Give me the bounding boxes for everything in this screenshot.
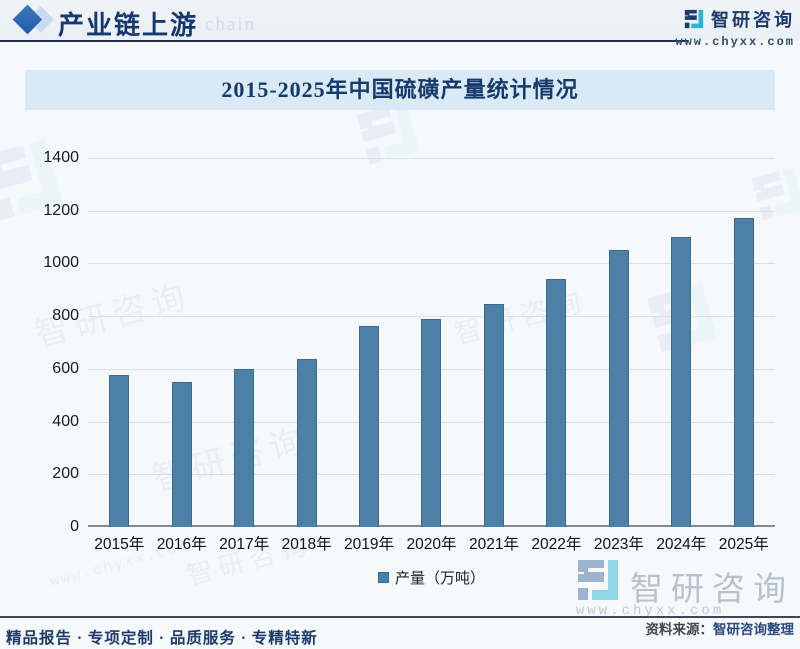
bar-slot-2025年 [713, 158, 775, 527]
x-tick-label-2025年: 2025年 [718, 536, 769, 553]
gridline-1400 [88, 158, 775, 159]
x-tick-label-2016年: 2016年 [156, 536, 207, 553]
gridline-1200 [88, 210, 775, 212]
bar-slot-2024年 [650, 158, 712, 527]
chart-title-band: 2015-2025年中国硫磺产量统计情况 [25, 70, 775, 110]
page-title: 产业链上游 [58, 11, 199, 40]
bar-slot-2015年 [88, 158, 150, 527]
gridline-1000 [88, 263, 775, 265]
bar-2025年 [733, 218, 754, 527]
header-bar: 产业链上游 chain [0, 0, 800, 40]
gridline-800 [88, 316, 775, 318]
bar-slot-2017年 [213, 158, 275, 527]
x-tick-label-2018年: 2018年 [281, 536, 332, 553]
header-divider [0, 40, 688, 42]
x-tick-label-2015年: 2015年 [94, 536, 145, 553]
footer-brand-name: 智研咨询 [630, 572, 794, 608]
chart-title: 2015-2025年中国硫磺产量统计情况 [221, 77, 579, 102]
x-tick-label-2024年: 2024年 [656, 536, 707, 553]
bar-slot-2022年 [525, 158, 587, 527]
x-tick-label-2022年: 2022年 [531, 536, 582, 553]
bar-2020年 [421, 319, 442, 527]
x-tick-label-2020年: 2020年 [406, 536, 457, 553]
chart-legend: 产量（万吨） [88, 567, 775, 588]
y-tick-label-1400: 1400 [43, 149, 79, 166]
brand-logo-icon [683, 8, 705, 30]
bar-slot-2021年 [463, 158, 525, 527]
x-tick-label-2023年: 2023年 [593, 536, 644, 553]
bar-slot-2016年 [150, 158, 212, 527]
bar-2024年 [671, 236, 692, 527]
bar-2023年 [608, 250, 629, 527]
footer-slogan: 精品报告 · 专项定制 · 品质服务 · 专精特新 [6, 630, 318, 647]
bar-slot-2020年 [400, 158, 462, 527]
bar-2017年 [234, 369, 255, 527]
bar-slot-2023年 [588, 158, 650, 527]
y-tick-label-1200: 1200 [43, 201, 79, 219]
bar-slot-2018年 [275, 158, 337, 527]
x-tick-label-2017年: 2017年 [219, 536, 270, 553]
footer-brand-logo-icon [574, 556, 622, 604]
brand-name: 智研咨询 [711, 10, 795, 30]
footer-brand-url: www.chyxx.com [576, 603, 725, 619]
y-tick-label-800: 800 [52, 307, 79, 325]
y-tick-label-200: 200 [52, 465, 79, 483]
bar-slot-2019年 [338, 158, 400, 527]
y-tick-label-600: 600 [52, 359, 79, 377]
x-axis: 2015年 2016年 2017年 2018年 2019年 2020年 2021年 2022年… [88, 532, 775, 554]
bar-2018年 [296, 359, 317, 527]
x-tick-label-2019年: 2019年 [344, 536, 395, 553]
bar-2015年 [109, 375, 130, 527]
footer-divider [0, 616, 800, 618]
y-tick-label-1000: 1000 [43, 254, 79, 272]
source-label: 资料来源： [645, 622, 714, 637]
brand-url: www.chyxx.com [675, 35, 795, 49]
header-watermark-text: chain [205, 14, 257, 35]
bar-2019年 [359, 326, 380, 527]
x-tick-label-2021年: 2021年 [468, 536, 519, 553]
y-tick-label-400: 400 [52, 412, 79, 430]
legend-label: 产量（万吨） [394, 570, 485, 587]
source-note: 资料来源：智研咨询整理 [646, 618, 795, 638]
source-value: 智研咨询整理 [713, 622, 794, 637]
legend-swatch-icon [377, 572, 389, 583]
plot-area: 0 200 400 600 800 1000 1200 1400 [43, 149, 775, 535]
bar-2022年 [546, 278, 567, 527]
bar-2021年 [483, 304, 504, 527]
y-tick-label-0: 0 [70, 518, 79, 535]
brand-logo: 智研咨询 www.chyxx.com [675, 6, 795, 49]
bar-2016年 [171, 382, 192, 527]
